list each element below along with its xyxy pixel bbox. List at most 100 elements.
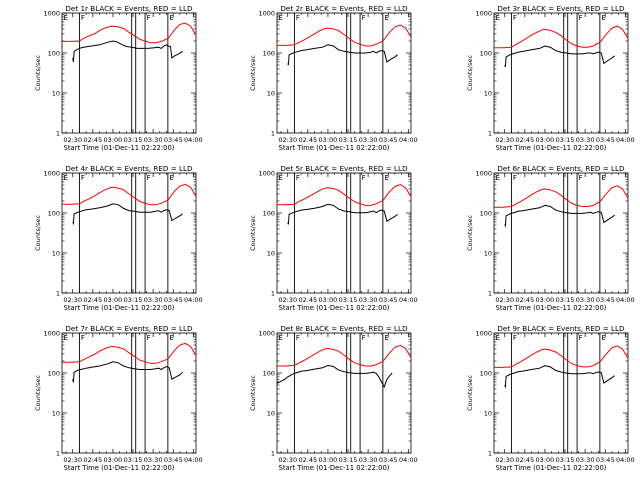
x-tick-label: 03:30 — [576, 456, 595, 464]
x-tick-label: 04:00 — [184, 456, 203, 464]
x-tick-label: 03:15 — [124, 456, 143, 464]
y-axis-label: Counts/sec — [249, 375, 257, 411]
y-axis-label: Counts/sec — [249, 55, 257, 91]
plot-frame — [276, 332, 412, 454]
plot-frame — [493, 172, 629, 294]
y-tick-label: 1 — [56, 130, 60, 138]
y-tick-label: 1000 — [43, 170, 60, 178]
x-tick-label: 03:45 — [164, 456, 183, 464]
marker-label: E — [384, 14, 388, 22]
plot-frame — [276, 172, 412, 294]
x-tick-label: 03:15 — [556, 296, 575, 304]
marker-label: E — [169, 14, 173, 22]
series-events-line — [72, 203, 183, 226]
y-axis-label: Counts/sec — [34, 55, 42, 91]
panel-title: Det 9r BLACK = Events, RED = LLD — [497, 324, 625, 333]
panel-title: Det 3r BLACK = Events, RED = LLD — [497, 4, 625, 13]
x-tick-label: 03:45 — [379, 296, 398, 304]
x-tick-label: 03:30 — [576, 296, 595, 304]
panel-title: Det 6r BLACK = Events, RED = LLD — [497, 164, 625, 173]
x-tick-label: 04:00 — [616, 296, 635, 304]
chart-panel-8: Det 8r BLACK = Events, RED = LLD 1 10 100 10… — [249, 324, 418, 472]
y-tick-label: 100 — [48, 210, 60, 218]
x-axis-label: Start Time (01-Dec-11 02:22:00) — [496, 304, 607, 312]
marker-label: F — [513, 334, 517, 342]
y-tick-label: 1 — [488, 290, 492, 298]
series-lld-line — [494, 185, 629, 208]
series-lld-line — [494, 345, 629, 368]
x-tick-label: 04:00 — [399, 136, 418, 144]
y-tick-label: 1 — [271, 290, 275, 298]
series-events-line — [287, 203, 398, 225]
chart-panel-4: Det 4r BLACK = Events, RED = LLD 1 10 100 10… — [34, 164, 203, 312]
chart-panel-5: Det 5r BLACK = Events, RED = LLD 1 10 100 10… — [249, 164, 418, 312]
series-events-line — [504, 204, 615, 228]
y-tick-label: 100 — [263, 210, 275, 218]
series-lld-line — [277, 24, 412, 47]
x-axis-label: Start Time (01-Dec-11 02:22:00) — [279, 464, 390, 472]
y-axis-label: Counts/sec — [34, 215, 42, 251]
panel-title: Det 2r BLACK = Events, RED = LLD — [280, 4, 408, 13]
marker-label: F — [81, 334, 85, 342]
marker-label: F — [296, 14, 300, 22]
marker-label: F — [147, 174, 151, 182]
corner-label: E — [279, 334, 283, 342]
y-axis-label: Counts/sec — [466, 55, 474, 91]
corner-label: E — [64, 334, 68, 342]
y-tick-label: 1000 — [258, 10, 275, 18]
corner-label: E — [279, 14, 283, 22]
x-tick-label: 03:00 — [104, 136, 123, 144]
y-tick-label: 100 — [48, 370, 60, 378]
x-tick-label: 03:30 — [144, 296, 163, 304]
x-axis-label: Start Time (01-Dec-11 02:22:00) — [64, 304, 175, 312]
marker-label: F — [147, 334, 151, 342]
y-tick-label: 1000 — [43, 10, 60, 18]
series-lld-line — [62, 183, 197, 206]
series-events-line — [287, 44, 398, 66]
x-axis-label: Start Time (01-Dec-11 02:22:00) — [496, 464, 607, 472]
chart-panel-7: Det 7r BLACK = Events, RED = LLD 1 10 100 10… — [34, 324, 203, 472]
marker-label: F — [81, 14, 85, 22]
corner-label: E — [64, 14, 68, 22]
marker-label: E — [169, 174, 173, 182]
x-tick-label: 02:30 — [63, 296, 82, 304]
y-tick-label: 10 — [52, 250, 60, 258]
x-tick-label: 03:15 — [556, 136, 575, 144]
y-tick-label: 1000 — [43, 330, 60, 338]
x-axis-label: Start Time (01-Dec-11 02:22:00) — [496, 144, 607, 152]
x-tick-label: 04:00 — [184, 296, 203, 304]
x-tick-label: 03:00 — [536, 296, 555, 304]
chart-panel-9: Det 9r BLACK = Events, RED = LLD 1 10 100 10… — [466, 324, 635, 472]
x-axis-label: Start Time (01-Dec-11 02:22:00) — [64, 144, 175, 152]
x-tick-label: 03:00 — [319, 296, 338, 304]
x-axis-label: Start Time (01-Dec-11 02:22:00) — [279, 144, 390, 152]
marker-label: F — [296, 334, 300, 342]
marker-label: F — [579, 14, 583, 22]
y-axis-label: Counts/sec — [34, 375, 42, 411]
y-tick-label: 10 — [267, 90, 275, 98]
plot-frame — [61, 172, 197, 294]
panel-title: Det 7r BLACK = Events, RED = LLD — [65, 324, 193, 333]
x-tick-label: 03:00 — [319, 136, 338, 144]
x-tick-label: 03:15 — [556, 456, 575, 464]
x-tick-label: 03:45 — [596, 296, 615, 304]
y-tick-label: 10 — [267, 250, 275, 258]
x-tick-label: 03:30 — [359, 456, 378, 464]
y-tick-label: 1000 — [258, 170, 275, 178]
x-tick-label: 02:45 — [83, 456, 102, 464]
x-tick-label: 02:45 — [83, 296, 102, 304]
y-tick-label: 10 — [484, 250, 492, 258]
x-tick-label: 03:00 — [104, 296, 123, 304]
y-tick-label: 10 — [52, 410, 60, 418]
x-tick-label: 03:15 — [339, 136, 358, 144]
y-axis-label: Counts/sec — [466, 375, 474, 411]
x-tick-label: 03:30 — [144, 456, 163, 464]
y-axis-label: Counts/sec — [466, 215, 474, 251]
x-tick-label: 02:45 — [298, 296, 317, 304]
x-tick-label: 02:30 — [63, 456, 82, 464]
marker-label: F — [579, 174, 583, 182]
x-tick-label: 03:45 — [379, 136, 398, 144]
marker-label: F — [513, 174, 517, 182]
x-tick-label: 03:00 — [536, 136, 555, 144]
